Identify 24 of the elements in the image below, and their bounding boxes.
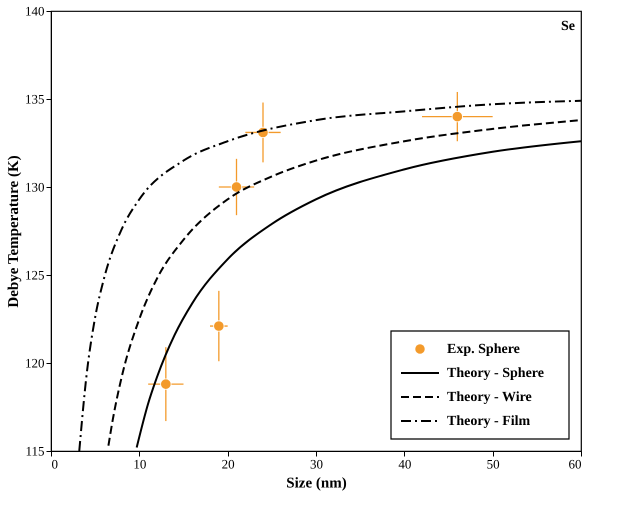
- x-tick-label: 30: [310, 456, 323, 472]
- point: [213, 320, 224, 332]
- y-axis-title: Debye Temperature (K): [6, 155, 22, 308]
- legend-label: Theory - Film: [447, 414, 531, 429]
- x-tick-label: 50: [486, 456, 500, 472]
- point: [160, 378, 172, 390]
- y-tick-label: 125: [25, 268, 44, 282]
- x-tick-label: 10: [133, 456, 146, 472]
- x-axis-title: Size (nm): [286, 476, 347, 492]
- y-tick-label: 120: [25, 356, 44, 370]
- x-tick-label: 60: [568, 456, 582, 472]
- y-tick-label: 140: [25, 4, 44, 18]
- y-tick-label: 115: [25, 444, 44, 458]
- x-tick-label: 20: [222, 456, 235, 472]
- y-tick-label: 135: [25, 92, 44, 106]
- point: [452, 110, 463, 122]
- legend-label: Theory - Wire: [447, 390, 532, 405]
- annotation: Se: [561, 19, 575, 34]
- point: [230, 181, 242, 193]
- legend-label: Exp. Sphere: [447, 342, 520, 357]
- y-tick-label: 130: [25, 180, 44, 194]
- legend-label: Theory - Sphere: [447, 366, 544, 381]
- x-tick-label: 0: [52, 456, 58, 472]
- x-tick-label: 40: [398, 456, 412, 472]
